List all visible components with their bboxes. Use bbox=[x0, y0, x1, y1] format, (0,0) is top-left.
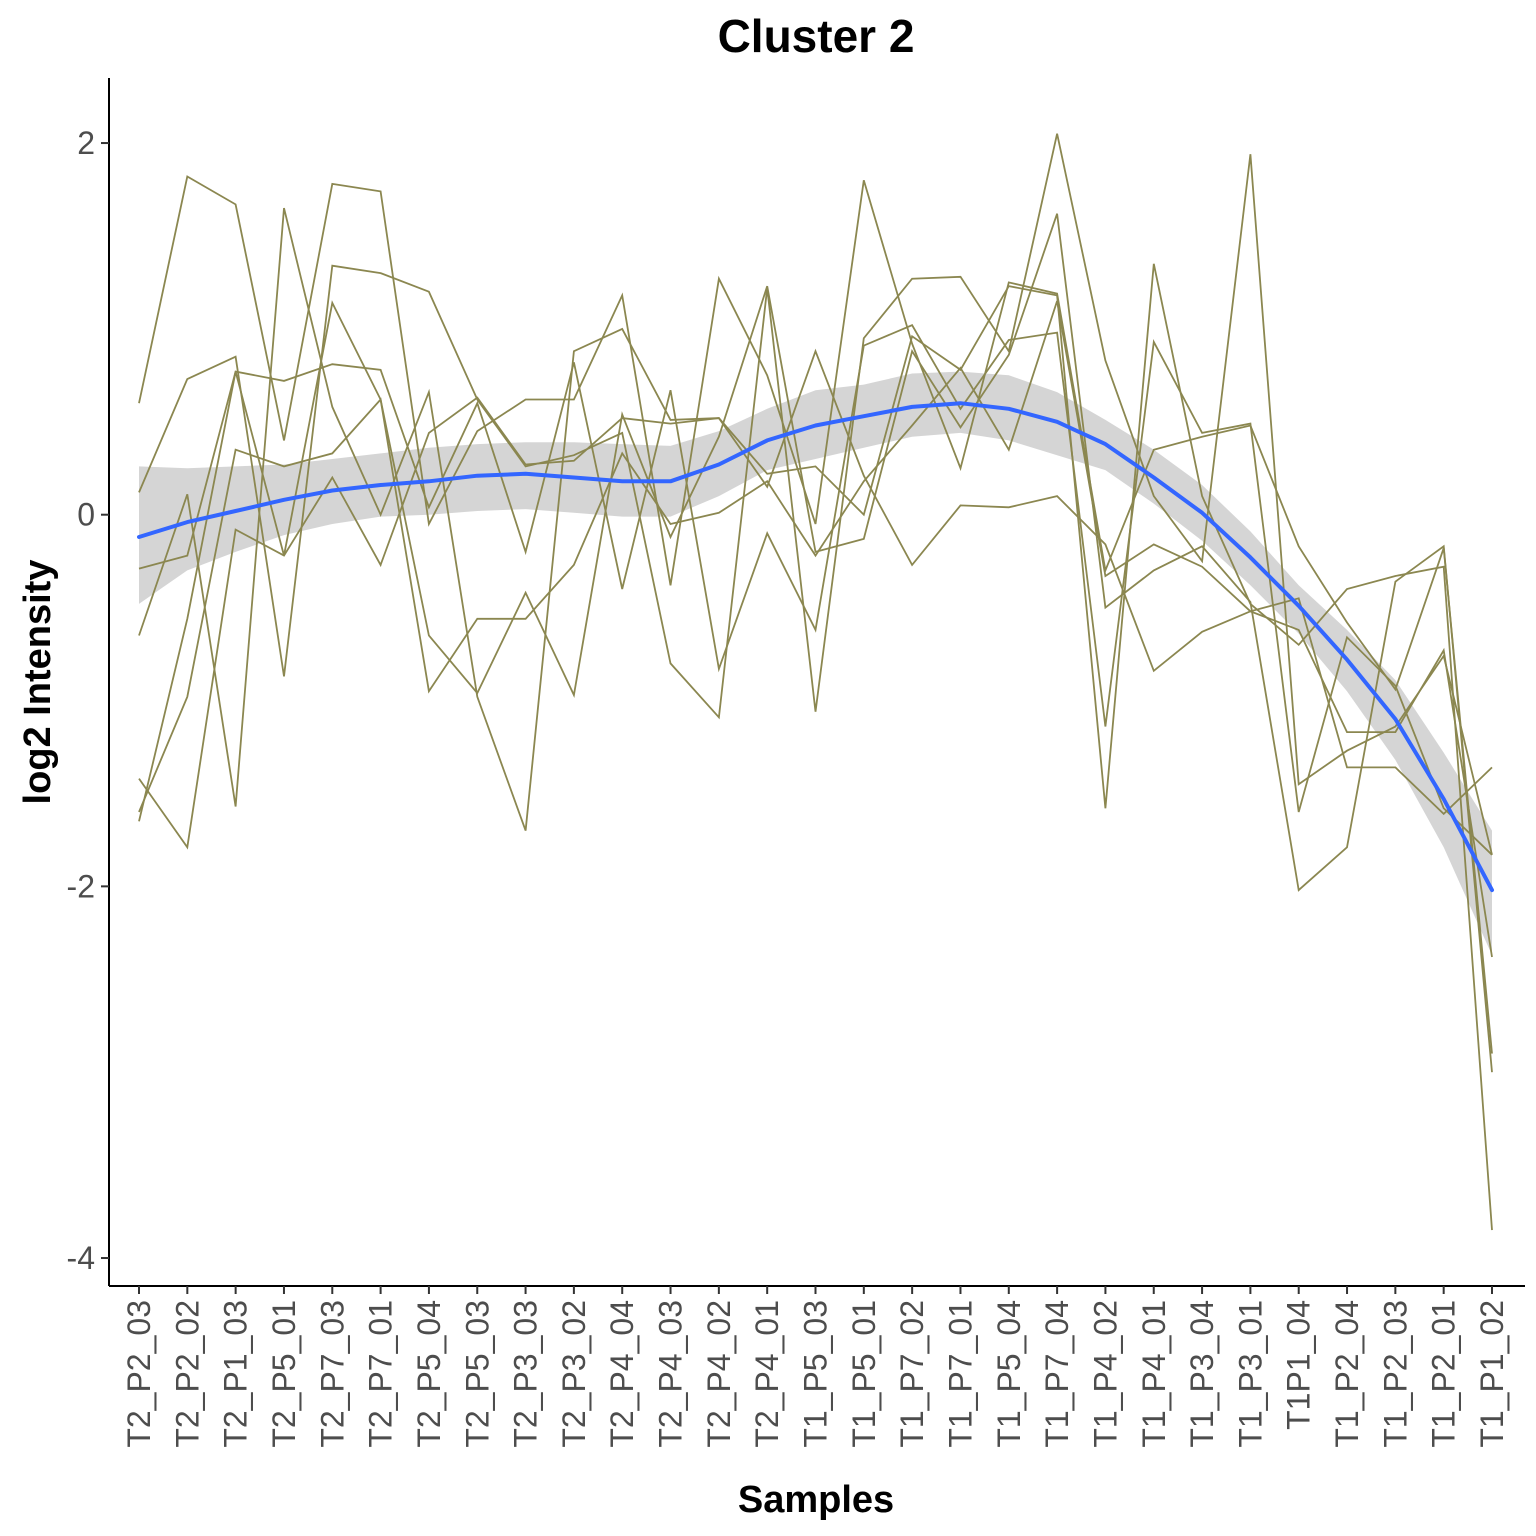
x-tick-label: T2_P1_03 bbox=[218, 1300, 254, 1448]
x-tick-label: T2_P4_01 bbox=[749, 1300, 785, 1448]
x-tick-label: T2_P7_01 bbox=[363, 1300, 399, 1448]
x-tick-label: T1_P5_04 bbox=[991, 1300, 1027, 1448]
y-tick-label: -2 bbox=[67, 868, 95, 904]
y-axis-title: log2 Intensity bbox=[17, 560, 59, 805]
series-line-1 bbox=[138, 175, 1493, 1054]
series-line-4 bbox=[138, 213, 1493, 1073]
x-tick-label: T2_P3_02 bbox=[556, 1300, 592, 1448]
x-tick-label: T2_P3_03 bbox=[508, 1300, 544, 1448]
series-line-2 bbox=[138, 133, 1493, 856]
x-tick-label: T2_P7_03 bbox=[314, 1300, 350, 1448]
x-tick-label: T1_P3_01 bbox=[1232, 1300, 1268, 1448]
y-tick-label: 2 bbox=[77, 125, 95, 161]
trend-line bbox=[137, 401, 1494, 893]
x-tick-label: T1_P5_03 bbox=[798, 1300, 834, 1448]
series-line-5 bbox=[138, 207, 1493, 1231]
y-tick-label: 0 bbox=[77, 497, 95, 533]
x-axis-title: Samples bbox=[738, 1479, 894, 1521]
x-tick-label: T1_P1_02 bbox=[1474, 1300, 1510, 1448]
x-tick-label: T1P1_04 bbox=[1281, 1300, 1317, 1430]
x-tick-label: T1_P2_01 bbox=[1426, 1300, 1462, 1448]
x-tick-label: T2_P4_02 bbox=[701, 1300, 737, 1448]
x-tick-label: T1_P3_04 bbox=[1184, 1300, 1220, 1448]
series-line-6 bbox=[138, 348, 1493, 850]
y-tick-label: -4 bbox=[67, 1240, 95, 1276]
x-tick-label: T2_P5_03 bbox=[459, 1300, 495, 1448]
x-tick-label: T1_P4_01 bbox=[1136, 1300, 1172, 1448]
x-tick-label: T1_P5_01 bbox=[846, 1300, 882, 1448]
trend-line-layer bbox=[137, 401, 1494, 893]
x-tick-label: T1_P2_03 bbox=[1377, 1300, 1413, 1448]
x-tick-label: T1_P7_02 bbox=[894, 1300, 930, 1448]
x-tick-label: T2_P4_03 bbox=[653, 1300, 689, 1448]
x-tick-label: T2_P5_01 bbox=[266, 1300, 302, 1448]
x-tick-label: T2_P2_03 bbox=[121, 1300, 157, 1448]
x-tick-label: T2_P2_02 bbox=[169, 1300, 205, 1448]
x-tick-label: T2_P4_04 bbox=[604, 1300, 640, 1448]
x-axis-ticks: T2_P2_03 T2_P2_02 T2_P1_03 T2_P5_01 T2_P7_03… bbox=[121, 1286, 1510, 1448]
series-line-7 bbox=[138, 300, 1493, 958]
x-tick-label: T1_P7_04 bbox=[1039, 1300, 1075, 1448]
x-tick-label: T1_P4_02 bbox=[1087, 1300, 1123, 1448]
x-tick-label: T1_P7_01 bbox=[943, 1300, 979, 1448]
x-tick-label: T1_P2_04 bbox=[1329, 1300, 1365, 1448]
y-axis-ticks: 2 0 -2 -4 bbox=[67, 125, 109, 1276]
chart-title: Cluster 2 bbox=[718, 10, 915, 62]
x-tick-label: T2_P5_04 bbox=[411, 1300, 447, 1448]
series-lines-layer bbox=[138, 133, 1493, 1231]
